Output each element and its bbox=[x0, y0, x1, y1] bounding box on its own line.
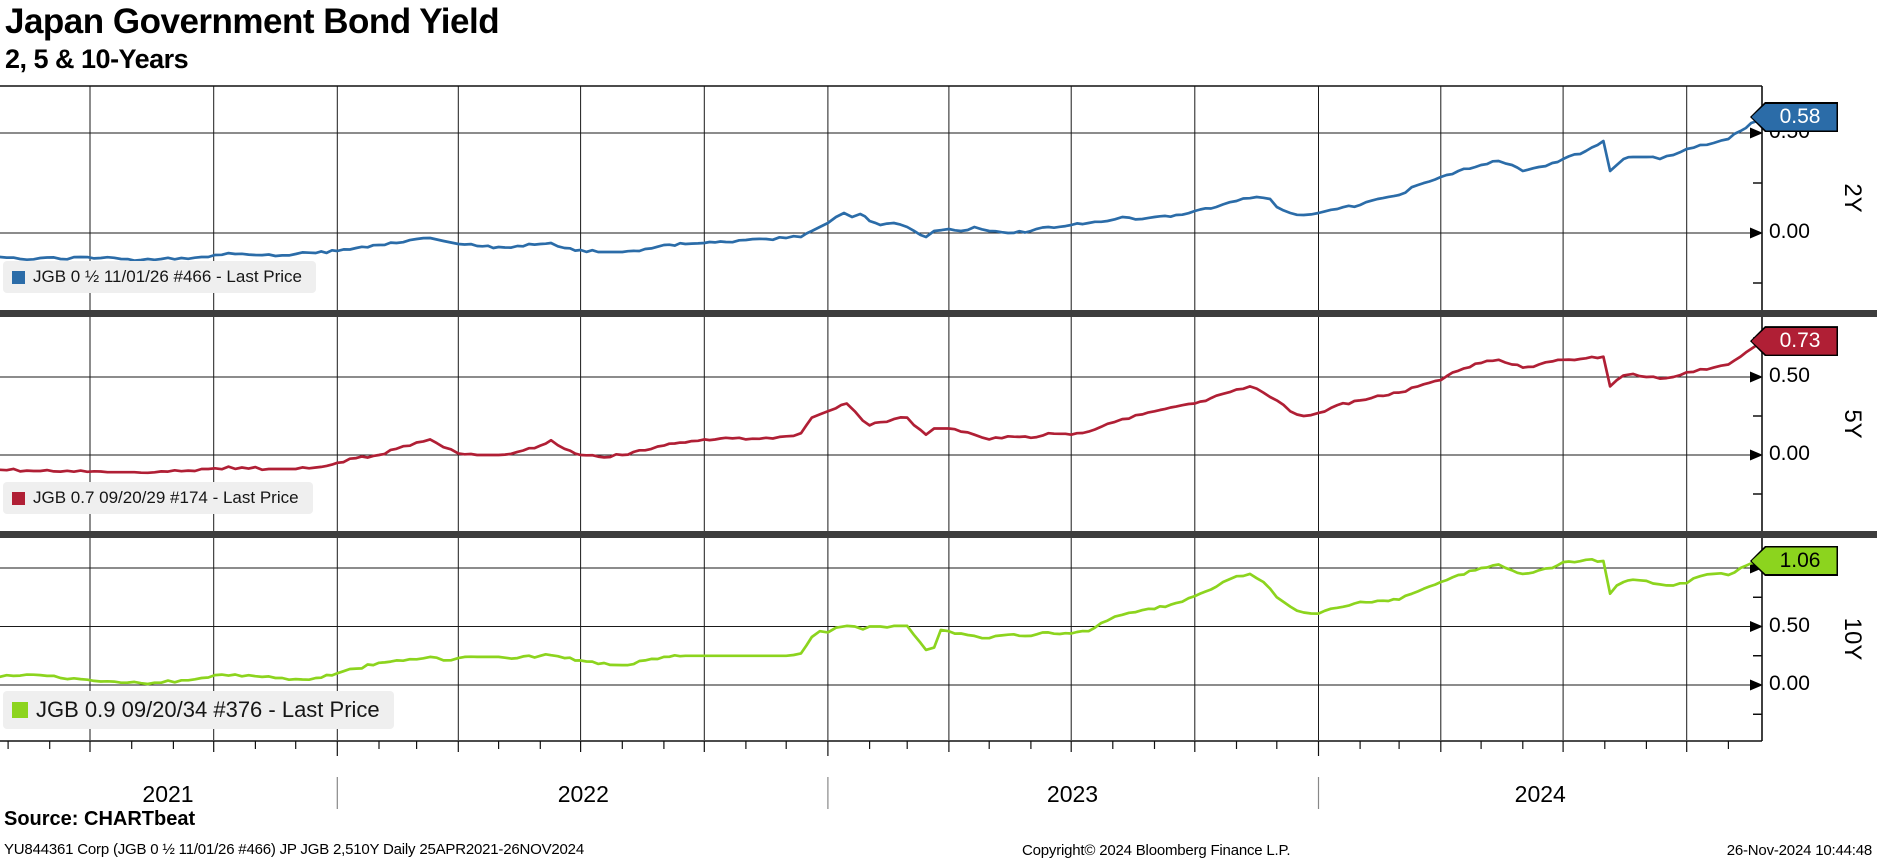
x-axis-year-2024: 2024 bbox=[1514, 781, 1566, 807]
security-description: YU844361 Corp (JGB 0 ½ 11/01/26 #466) JP… bbox=[4, 841, 584, 858]
legend-swatch-2y-icon bbox=[12, 270, 25, 284]
axis-title-10y: 10Y bbox=[1839, 617, 1866, 661]
x-axis-year-2023: 2023 bbox=[1046, 781, 1099, 807]
source-label: Source: CHARTbeat bbox=[4, 808, 196, 830]
legend-10y[interactable]: JGB 0.9 09/20/34 #376 - Last Price bbox=[3, 691, 394, 729]
last-price-badge-5y: 0.73 bbox=[1750, 326, 1838, 357]
badge-fill-5y bbox=[1751, 327, 1837, 355]
timestamp-text: 26-Nov-2024 10:44:48 bbox=[1726, 842, 1872, 859]
x-axis-year-2021: 2021 bbox=[142, 781, 194, 807]
legend-5y[interactable]: JGB 0.7 09/20/29 #174 - Last Price bbox=[3, 482, 313, 514]
last-price-badge-10y: 1.06 bbox=[1750, 545, 1838, 576]
copyright-text: Copyright© 2024 Bloomberg Finance L.P. bbox=[1022, 842, 1291, 859]
page-title: Japan Government Bond Yield bbox=[5, 2, 500, 41]
x-axis-year-2022: 2022 bbox=[557, 781, 609, 807]
last-price-badge-2y: 0.58 bbox=[1750, 102, 1838, 132]
axis-tick-10y-000: 0.00 bbox=[1769, 672, 1810, 695]
badge-value-2y: 0.58 bbox=[1779, 105, 1821, 128]
badge-value-5y: 0.73 bbox=[1779, 329, 1821, 353]
badge-fill-10y bbox=[1751, 547, 1837, 575]
page-subtitle: 2, 5 & 10-Years bbox=[5, 44, 189, 74]
axis-tick-5y-000: 0.00 bbox=[1769, 442, 1810, 465]
legend-label-5y: JGB 0.7 09/20/29 #174 - Last Price bbox=[33, 488, 299, 507]
legend-swatch-5y-icon bbox=[12, 491, 25, 505]
axis-tick-10y-050: 0.50 bbox=[1769, 613, 1810, 637]
axis-title-2y: 2Y bbox=[1839, 183, 1866, 213]
axis-tick-2y-000: 0.00 bbox=[1769, 220, 1810, 243]
badge-fill-2y bbox=[1751, 103, 1837, 131]
axis-title-5y: 5Y bbox=[1839, 409, 1866, 439]
axis-tick-5y-050: 0.50 bbox=[1769, 364, 1810, 387]
legend-label-10y: JGB 0.9 09/20/34 #376 - Last Price bbox=[36, 697, 380, 722]
legend-label-2y: JGB 0 ½ 11/01/26 #466 - Last Price bbox=[33, 267, 303, 286]
legend-2y[interactable]: JGB 0 ½ 11/01/26 #466 - Last Price bbox=[3, 261, 317, 293]
badge-value-10y: 1.06 bbox=[1779, 548, 1821, 572]
panel-separator-1 bbox=[0, 310, 1877, 317]
panel-separator-2 bbox=[0, 531, 1877, 538]
legend-swatch-10y-icon bbox=[12, 702, 28, 718]
